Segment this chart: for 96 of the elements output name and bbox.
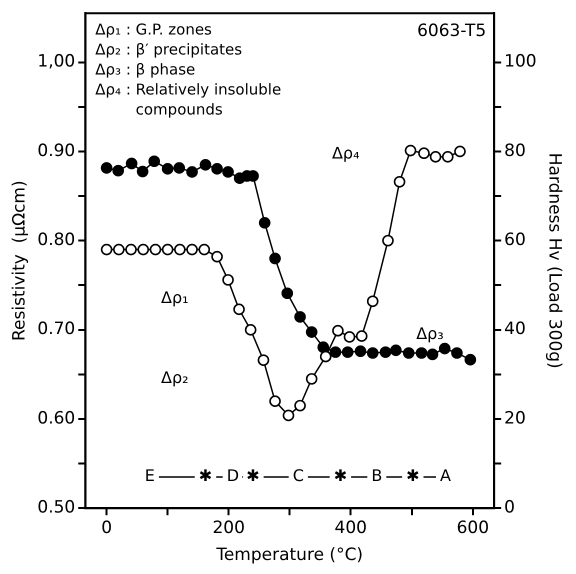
y2-axis-title: Hardness Hv (Load 300g) <box>544 152 564 369</box>
y2-tick-label: 60 <box>504 230 526 250</box>
point <box>394 176 406 188</box>
point <box>418 147 430 160</box>
point <box>402 347 415 359</box>
annotation: Δρ₁ : G.P. zones <box>95 20 212 39</box>
point <box>222 274 234 286</box>
point <box>269 252 281 264</box>
point <box>306 326 318 338</box>
point <box>100 162 112 174</box>
point <box>137 244 150 256</box>
point <box>173 162 186 174</box>
point <box>442 150 454 163</box>
point <box>150 244 162 256</box>
annotation: Δρ₁ <box>161 288 189 307</box>
annotation: ✱ <box>334 466 348 486</box>
x-axis-title: Temperature (°C) <box>215 545 364 566</box>
point <box>320 350 332 362</box>
point <box>126 158 138 170</box>
point <box>306 373 318 385</box>
point <box>330 346 342 358</box>
point <box>186 244 198 256</box>
point <box>198 244 210 256</box>
point <box>404 144 416 156</box>
point <box>125 244 137 256</box>
text: 6063-T5 <box>417 21 486 42</box>
point <box>454 146 466 158</box>
point <box>211 163 223 175</box>
x-tick-label: 0 <box>101 518 112 538</box>
point <box>380 346 392 358</box>
point <box>174 244 186 256</box>
point <box>438 342 451 354</box>
annotation: Δρ₂ : β′ precipitates <box>95 40 242 59</box>
y2-tick-label: 40 <box>504 319 526 340</box>
point <box>113 244 125 256</box>
point <box>112 164 124 176</box>
y-tick-label: 0.70 <box>37 319 76 340</box>
point <box>282 410 294 422</box>
annotation: E <box>144 466 155 486</box>
point <box>233 304 245 316</box>
x-tick-label: 200 <box>212 518 245 538</box>
annotation: A <box>440 466 452 486</box>
point <box>356 330 368 342</box>
y2-tick-label: 0 <box>504 498 515 518</box>
point <box>366 295 379 308</box>
point <box>269 395 281 407</box>
annotation: Δρ₃ <box>416 324 444 344</box>
point <box>332 324 344 337</box>
point <box>317 341 330 354</box>
point <box>258 216 270 229</box>
point <box>148 155 160 168</box>
point <box>281 287 294 300</box>
y-tick-label: 1,00 <box>37 52 76 72</box>
point <box>342 346 354 358</box>
point <box>390 344 402 356</box>
annotation: ✱ <box>246 466 260 486</box>
x-tick-label: 600 <box>456 518 490 538</box>
point <box>294 400 306 412</box>
y2-tick-label: 80 <box>504 140 526 161</box>
point <box>222 166 234 178</box>
point <box>382 234 394 246</box>
y-axis-title: Resistivity (μΩcm) <box>10 180 30 342</box>
annotation: ✱ <box>406 466 420 486</box>
annotation: Δρ₃ : β phase <box>95 60 196 79</box>
point <box>416 347 428 359</box>
annotation: C <box>292 466 304 486</box>
y-tick-label: 0.90 <box>37 140 76 161</box>
annotation: ✱ <box>198 466 212 486</box>
x-tick-label: 400 <box>334 518 367 538</box>
point <box>430 150 442 163</box>
point <box>294 311 306 323</box>
point <box>354 345 366 358</box>
point <box>211 250 223 262</box>
point <box>426 348 438 360</box>
annotation: Δρ₄ : Relatively insoluble compounds <box>95 80 282 119</box>
point <box>464 354 476 366</box>
point <box>162 163 174 175</box>
y-tick-label: 0.60 <box>37 408 76 428</box>
point <box>344 331 356 343</box>
point <box>244 324 256 336</box>
point <box>136 166 148 178</box>
point <box>258 354 270 366</box>
point <box>162 244 174 256</box>
point <box>451 347 463 359</box>
annotation: B <box>371 466 382 486</box>
y-tick-label: 0.80 <box>37 230 76 250</box>
point <box>100 244 112 256</box>
point <box>200 159 212 171</box>
point <box>366 347 379 359</box>
y-tick-label: 0.50 <box>37 498 76 518</box>
annotation: D <box>226 466 240 486</box>
annotation: Δρ₂ <box>161 368 189 388</box>
point <box>186 166 198 178</box>
y2-tick-label: 20 <box>504 408 526 428</box>
y2-tick-label: 100 <box>504 52 537 72</box>
annotation: Δρ₄ <box>332 143 360 162</box>
